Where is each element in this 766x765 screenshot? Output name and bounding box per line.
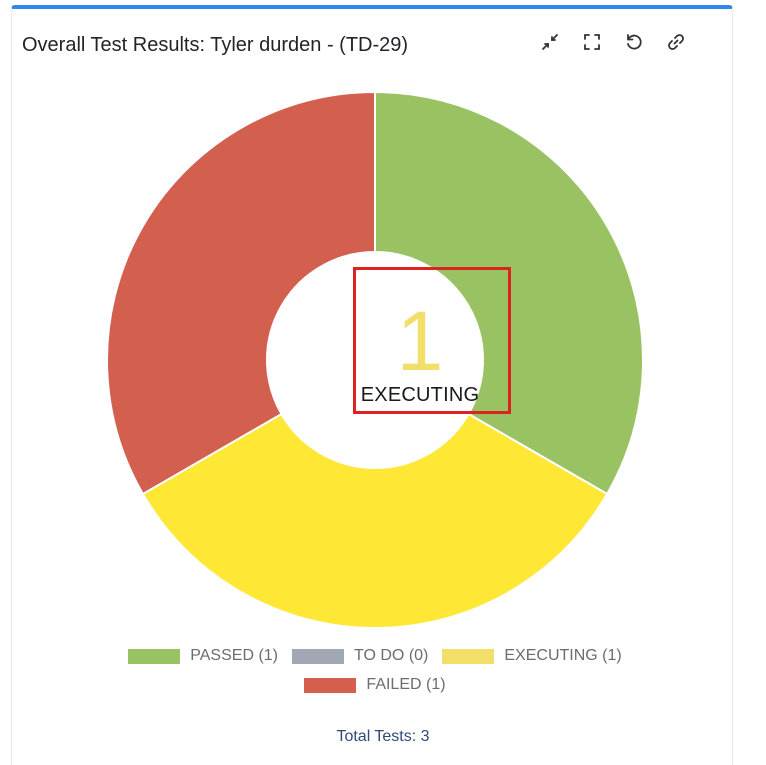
panel-header: Overall Test Results: Tyler durden - (TD… (22, 30, 408, 60)
legend-swatch (128, 648, 181, 664)
legend-item-to-do[interactable]: TO DO (0) (292, 646, 428, 666)
center-count: 1 (396, 294, 444, 388)
center-status-label: EXECUTING (360, 384, 480, 406)
donut-chart: 1 EXECUTING (106, 90, 644, 630)
chart-legend: PASSED (1) TO DO (0) EXECUTING (1) FAILED (… (100, 646, 650, 695)
legend-item-failed[interactable]: FAILED (1) (304, 675, 446, 695)
legend-swatch (292, 648, 344, 664)
slice-failed[interactable] (106, 90, 376, 496)
slice-passed[interactable] (374, 90, 644, 496)
link-icon (668, 34, 684, 50)
legend-item-executing[interactable]: EXECUTING (1) (442, 646, 622, 666)
fullscreen-button[interactable] (578, 28, 606, 56)
legend-label: TO DO (0) (354, 647, 429, 664)
legend-label: PASSED (1) (190, 647, 278, 664)
collapse-icon (542, 34, 558, 50)
panel-toolbar (536, 28, 690, 56)
total-tests: Total Tests: 3 (336, 728, 430, 745)
legend-item-passed[interactable]: PASSED (1) (128, 646, 278, 666)
slice-executing[interactable] (141, 412, 609, 630)
collapse-button[interactable] (536, 28, 564, 56)
fullscreen-icon (584, 34, 600, 50)
legend-swatch (442, 648, 495, 664)
legend-swatch (304, 677, 357, 693)
refresh-button[interactable] (620, 28, 648, 56)
panel-title: Overall Test Results: Tyler durden - (TD… (22, 33, 409, 56)
legend-label: FAILED (1) (366, 676, 446, 693)
link-button[interactable] (662, 28, 690, 56)
legend-label: EXECUTING (1) (504, 647, 622, 664)
refresh-icon (627, 34, 642, 50)
